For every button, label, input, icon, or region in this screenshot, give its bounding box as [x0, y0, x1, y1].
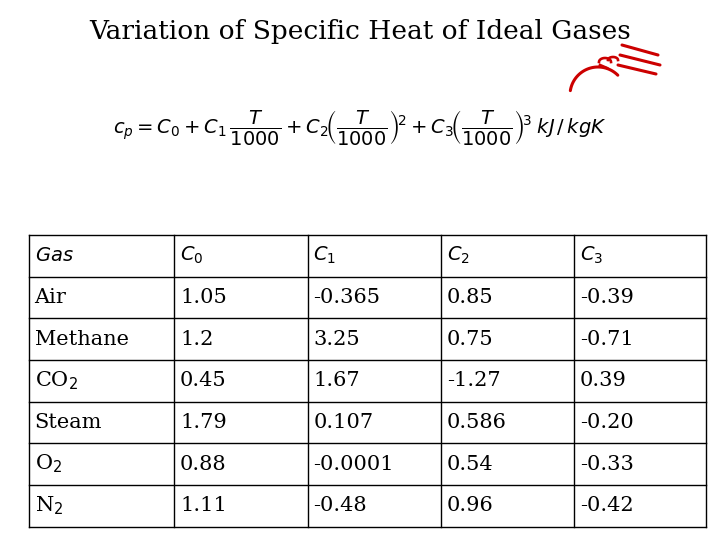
Text: 1.05: 1.05 [180, 288, 227, 307]
Text: N$_2$: N$_2$ [35, 495, 63, 517]
Text: 0.88: 0.88 [180, 455, 227, 474]
Text: -0.0001: -0.0001 [313, 455, 394, 474]
Text: $\mathit{C}_{\mathit{1}}$: $\mathit{C}_{\mathit{1}}$ [313, 245, 336, 266]
Text: 0.75: 0.75 [446, 329, 493, 348]
Text: $\mathit{Gas}$: $\mathit{Gas}$ [35, 247, 73, 265]
Text: 0.54: 0.54 [446, 455, 493, 474]
Text: -0.20: -0.20 [580, 413, 634, 432]
Text: Variation of Specific Heat of Ideal Gases: Variation of Specific Heat of Ideal Gase… [89, 19, 631, 44]
Text: 0.586: 0.586 [446, 413, 507, 432]
Text: -1.27: -1.27 [446, 371, 500, 390]
Text: -0.33: -0.33 [580, 455, 634, 474]
Text: 0.39: 0.39 [580, 371, 627, 390]
Text: -0.365: -0.365 [313, 288, 380, 307]
Text: 1.67: 1.67 [313, 371, 360, 390]
Text: -0.39: -0.39 [580, 288, 634, 307]
Text: -0.48: -0.48 [313, 496, 367, 515]
Text: -0.71: -0.71 [580, 329, 634, 348]
Text: 0.85: 0.85 [446, 288, 493, 307]
Text: $\mathit{C}_{\mathit{3}}$: $\mathit{C}_{\mathit{3}}$ [580, 245, 603, 266]
Text: Air: Air [35, 288, 66, 307]
Text: -0.42: -0.42 [580, 496, 634, 515]
Text: 0.96: 0.96 [446, 496, 493, 515]
Text: $c_p = C_0 + C_1\,\dfrac{T}{1000} + C_2\!\left(\dfrac{T}{1000}\right)^{\!2}+ C_3: $c_p = C_0 + C_1\,\dfrac{T}{1000} + C_2\… [113, 108, 607, 147]
Text: $\mathit{C}_{\mathit{0}}$: $\mathit{C}_{\mathit{0}}$ [180, 245, 204, 266]
Text: 1.11: 1.11 [180, 496, 227, 515]
Text: Methane: Methane [35, 329, 129, 348]
Text: 0.107: 0.107 [313, 413, 374, 432]
Text: CO$_2$: CO$_2$ [35, 369, 78, 392]
Text: 1.79: 1.79 [180, 413, 227, 432]
Text: O$_2$: O$_2$ [35, 453, 62, 475]
Text: $\mathit{C}_{\mathit{2}}$: $\mathit{C}_{\mathit{2}}$ [446, 245, 469, 266]
Text: 1.2: 1.2 [180, 329, 213, 348]
Text: 0.45: 0.45 [180, 371, 227, 390]
Text: Steam: Steam [35, 413, 102, 432]
Text: 3.25: 3.25 [313, 329, 360, 348]
